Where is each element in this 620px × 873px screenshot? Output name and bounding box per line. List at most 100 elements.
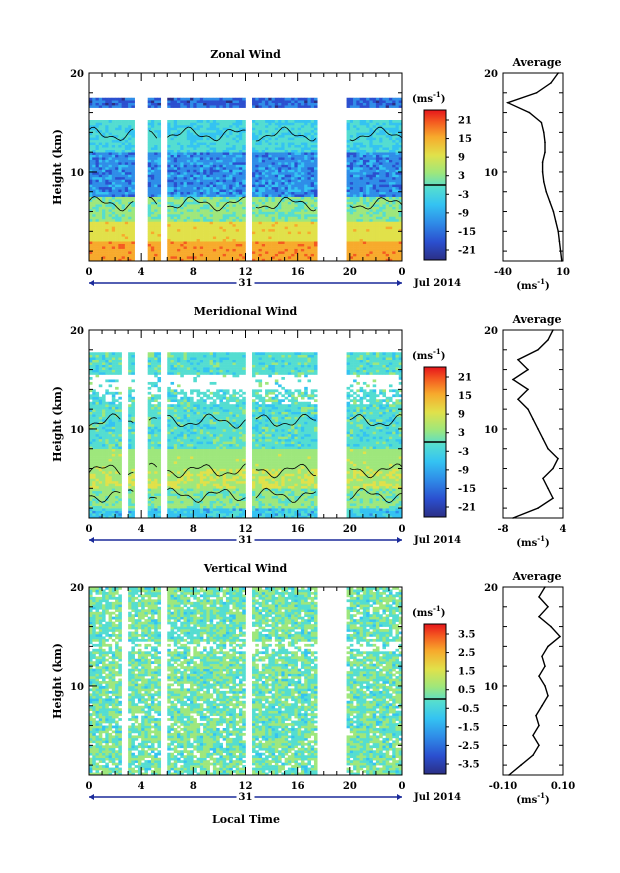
heatmap-cell [356, 204, 360, 207]
heatmap-cell [203, 258, 207, 262]
heatmap-cell [124, 154, 129, 158]
heatmap-cell [167, 194, 171, 197]
heatmap-cell [388, 194, 393, 197]
heatmap-cell [196, 231, 201, 235]
heatmap-cell [196, 221, 201, 225]
heatmap-cell [304, 216, 308, 220]
heatmap-cell [225, 179, 230, 183]
heatmap-cell [379, 149, 383, 153]
heatmap-cell [307, 223, 312, 227]
heatmap-cell [300, 129, 305, 133]
heatmap-cell [105, 248, 109, 252]
heatmap-cell [206, 97, 210, 101]
heatmap-cell [92, 137, 96, 141]
heatmap-cell [356, 233, 360, 237]
heatmap-cell [229, 211, 233, 215]
heatmap-cell [375, 176, 380, 180]
heatmap-cell [313, 171, 318, 175]
heatmap-cell [170, 144, 175, 148]
heatmap-cell [157, 238, 162, 242]
heatmap-cell [196, 253, 201, 257]
heatmap-cell [271, 139, 276, 143]
heatmap-cell [225, 124, 230, 128]
heatmap-cell [255, 216, 259, 220]
heatmap-cell [131, 171, 135, 175]
heatmap-cell [212, 201, 217, 205]
heatmap-cell [382, 214, 386, 217]
heatmap-cell [310, 137, 315, 141]
heatmap-cell [95, 258, 100, 262]
heatmap-cell [225, 246, 230, 249]
heatmap-cell [183, 144, 188, 148]
heatmap-cell [349, 246, 354, 249]
heatmap-cell [362, 132, 367, 136]
heatmap-cell [349, 169, 354, 173]
heatmap-cell [193, 186, 197, 190]
heatmap-cell [219, 226, 223, 230]
heatmap-cell [382, 184, 386, 188]
heatmap-cell [271, 258, 276, 262]
heatmap-cell [216, 171, 220, 175]
heatmap-cell [304, 241, 308, 244]
heatmap-cell [180, 167, 184, 170]
heatmap-cell [281, 105, 285, 108]
heatmap-cell [216, 231, 220, 235]
heatmap-cell [255, 142, 259, 146]
heatmap-cell [157, 243, 162, 247]
heatmap-cell [388, 199, 393, 202]
heatmap-cell [274, 209, 279, 212]
heatmap-cell [219, 236, 223, 240]
heatmap-cell [252, 176, 256, 180]
heatmap-cell [252, 218, 256, 222]
heatmap-cell [398, 233, 403, 237]
heatmap-cell [183, 189, 188, 193]
heatmap-cell [294, 223, 298, 227]
heatmap-cell [366, 154, 370, 158]
heatmap-cell [108, 169, 113, 173]
heatmap-cell [229, 105, 233, 108]
heatmap-cell [183, 152, 188, 155]
heatmap-cell [128, 124, 132, 128]
heatmap-cell [225, 253, 230, 257]
heatmap-cell [150, 184, 155, 188]
heatmap-cell [395, 171, 400, 175]
heatmap-cell [225, 122, 230, 126]
heatmap-cell [225, 149, 230, 153]
heatmap-cell [235, 152, 240, 155]
heatmap-cell [157, 169, 162, 173]
heatmap-cell [388, 152, 393, 155]
heatmap-cell [232, 152, 237, 155]
heatmap-cell [121, 176, 126, 180]
heatmap-cell [150, 251, 155, 254]
heatmap-cell [186, 102, 191, 106]
heatmap-cell [199, 243, 204, 247]
heatmap-cell [395, 100, 400, 103]
heatmap-cell [300, 179, 305, 183]
heatmap-cell [268, 241, 272, 244]
heatmap-cell [287, 209, 292, 212]
heatmap-cell [203, 139, 207, 143]
heatmap-cell [304, 97, 308, 101]
heatmap-cell [124, 231, 129, 235]
heatmap-cell [346, 169, 351, 173]
heatmap-cell [353, 211, 357, 215]
heatmap-cell [92, 216, 96, 220]
average-y-tick-label: 20 [484, 69, 498, 80]
heatmap-cell [170, 211, 175, 215]
heatmap-cell [193, 228, 197, 232]
heatmap-cell [271, 157, 276, 160]
heatmap-cell [300, 223, 305, 227]
heatmap-cell [229, 206, 233, 210]
heatmap-cell [385, 253, 390, 257]
heatmap-cell [105, 218, 109, 222]
heatmap-cell [388, 154, 393, 158]
heatmap-cell [154, 102, 158, 106]
heatmap-cell [232, 124, 237, 128]
heatmap-cell [118, 97, 122, 101]
heatmap-cell [388, 196, 393, 200]
heatmap-cell [89, 184, 93, 188]
heatmap-cell [115, 124, 119, 128]
heatmap-cell [375, 122, 380, 126]
heatmap-cell [108, 132, 113, 136]
heatmap-cell [362, 248, 367, 252]
